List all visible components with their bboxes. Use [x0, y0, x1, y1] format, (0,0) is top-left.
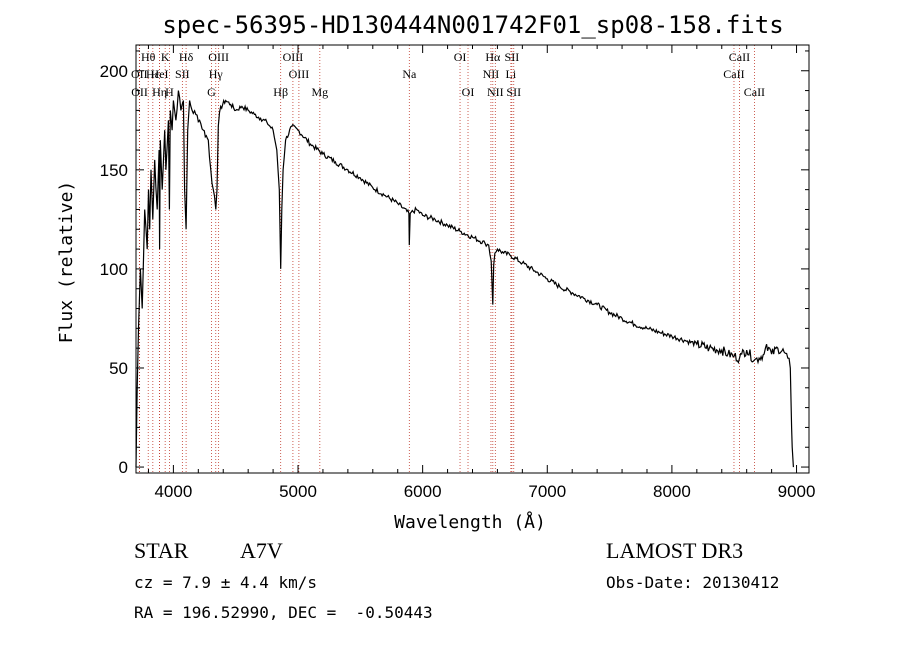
line-marker-label: OII	[131, 85, 148, 99]
line-marker-label: NII	[483, 67, 500, 81]
line-marker-label: CaII	[744, 85, 765, 99]
line-marker-label: CaII	[729, 50, 750, 64]
line-marker-label: SII	[175, 67, 190, 81]
line-markers	[138, 45, 755, 473]
line-marker-label: OI	[454, 50, 467, 64]
y-axis-label: Flux (relative)	[56, 181, 77, 344]
line-marker-label: Mg	[311, 85, 328, 99]
object-subclass: A7V	[240, 538, 283, 563]
x-tick-label: 7000	[528, 482, 566, 501]
line-marker-label: OIII	[208, 50, 229, 64]
line-marker-label: NII	[487, 85, 504, 99]
redshift-cz: cz = 7.9 ± 4.4 km/s	[134, 573, 318, 592]
survey-name: LAMOST DR3	[606, 538, 744, 563]
y-axis-ticks: 0 50 100 150 200	[100, 50, 809, 477]
line-marker-label: Hη	[152, 85, 167, 99]
y-tick-label: 0	[119, 458, 128, 477]
line-marker-label: H	[165, 85, 174, 99]
line-marker-label: Hγ	[209, 67, 224, 81]
line-marker-label: OIII	[289, 67, 310, 81]
line-marker-label: HeI	[151, 67, 169, 81]
x-axis-ticks: 4000 5000 6000 7000 8000 9000	[147, 45, 816, 501]
y-tick-label: 50	[109, 359, 128, 378]
line-marker-label: SII	[506, 85, 521, 99]
line-marker-label: G	[207, 85, 216, 99]
line-marker-label: Li	[506, 67, 517, 81]
line-marker-label: K	[161, 50, 170, 64]
y-tick-label: 150	[100, 161, 128, 180]
line-marker-label: CaII	[723, 67, 744, 81]
x-tick-label: 8000	[653, 482, 691, 501]
line-marker-label: OI	[462, 85, 475, 99]
line-marker-label: Hα	[485, 50, 501, 64]
line-marker-label: Hε	[146, 67, 160, 81]
ra-dec: RA = 196.52990, DEC = -0.50443	[134, 603, 433, 622]
y-tick-label: 100	[100, 260, 128, 279]
y-tick-label: 200	[100, 62, 128, 81]
object-class: STAR	[134, 538, 189, 563]
x-tick-label: 5000	[279, 482, 317, 501]
line-marker-label: SII	[505, 50, 520, 64]
x-tick-label: 4000	[154, 482, 192, 501]
chart-title: spec-56395-HD130444N001742F01_sp08-158.f…	[162, 11, 783, 39]
x-axis-label: Wavelength (Å)	[394, 511, 546, 533]
obs-date: Obs-Date: 20130412	[606, 573, 780, 592]
line-marker-label: Na	[402, 67, 417, 81]
line-marker-label: OIII	[283, 50, 304, 64]
x-tick-label: 9000	[778, 482, 816, 501]
line-marker-label: Hβ	[273, 85, 288, 99]
line-marker-label: Hθ	[141, 50, 156, 64]
x-tick-label: 6000	[404, 482, 442, 501]
line-marker-label: Hδ	[179, 50, 194, 64]
spectrum-line	[135, 90, 794, 468]
